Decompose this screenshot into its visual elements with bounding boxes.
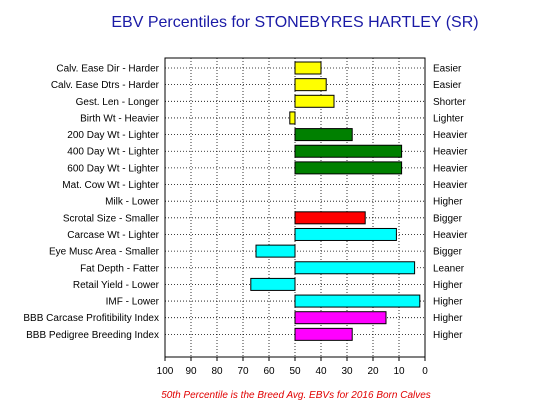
trait-label-right: Lighter	[433, 113, 464, 124]
trait-label-left: Scrotal Size - Smaller	[63, 213, 160, 224]
trait-label-left: Fat Depth - Fatter	[80, 263, 160, 274]
trait-label-right: Bigger	[433, 213, 463, 224]
x-tick-label: 90	[185, 366, 197, 377]
x-tick-label: 100	[157, 366, 174, 377]
bar	[294, 94, 335, 108]
bar	[294, 61, 322, 75]
x-tick-label: 10	[393, 366, 405, 377]
trait-label-right: Higher	[433, 330, 463, 341]
trait-label-right: Higher	[433, 313, 463, 324]
trait-label-left: IMF - Lower	[106, 297, 160, 308]
trait-label-left: Eye Musc Area - Smaller	[49, 247, 160, 258]
bar	[250, 277, 296, 291]
x-tick-label: 20	[367, 366, 379, 377]
x-tick-label: 30	[341, 366, 353, 377]
x-tick-label: 80	[211, 366, 223, 377]
bar	[294, 78, 327, 92]
bar	[294, 128, 353, 142]
trait-label-left: Calv. Ease Dtrs - Harder	[51, 80, 160, 91]
bar	[294, 311, 387, 325]
trait-label-left: Milk - Lower	[105, 197, 160, 208]
trait-label-right: Heavier	[433, 130, 468, 141]
trait-label-right: Heavier	[433, 180, 468, 191]
trait-label-left: Carcase Wt - Lighter	[67, 230, 159, 241]
trait-label-left: Calv. Ease Dir - Harder	[56, 64, 159, 75]
chart-footnote: 50th Percentile is the Breed Avg. EBVs f…	[161, 390, 431, 401]
left-trait-labels: Calv. Ease Dir - Harder Calv. Ease Dtrs -…	[23, 64, 159, 341]
right-trait-labels: Easier Easier Shorter Lighter Heavier Heavier…	[433, 64, 468, 341]
trait-label-left: 600 Day Wt - Lighter	[67, 163, 159, 174]
bar	[294, 294, 421, 308]
trait-label-right: Easier	[433, 80, 462, 91]
bar	[255, 244, 296, 258]
trait-label-right: Shorter	[433, 97, 466, 108]
bar	[294, 211, 366, 225]
trait-label-right: Heavier	[433, 163, 468, 174]
bar	[289, 111, 296, 125]
x-tick-label: 50	[289, 366, 301, 377]
bar	[294, 227, 397, 241]
trait-label-right: Bigger	[433, 247, 463, 258]
bar-layer	[250, 61, 421, 341]
bar	[294, 144, 403, 158]
x-tick-label: 0	[422, 366, 428, 377]
trait-label-left: BBB Carcase Profitibility Index	[23, 313, 159, 324]
bar	[294, 327, 353, 341]
chart-title: EBV Percentiles for STONEBYRES HARTLEY (…	[111, 14, 478, 31]
trait-label-left: Gest. Len - Longer	[76, 97, 160, 108]
trait-label-left: BBB Pedigree Breeding Index	[26, 330, 159, 341]
trait-label-left: Mat. Cow Wt - Lighter	[62, 180, 159, 191]
trait-label-left: 400 Day Wt - Lighter	[67, 147, 159, 158]
trait-label-left: 200 Day Wt - Lighter	[67, 130, 159, 141]
trait-label-right: Heavier	[433, 230, 468, 241]
x-tick-label: 40	[315, 366, 327, 377]
bar	[294, 261, 416, 275]
x-tick-label: 60	[263, 366, 275, 377]
trait-label-right: Higher	[433, 280, 463, 291]
trait-label-right: Heavier	[433, 147, 468, 158]
x-tick-label: 70	[237, 366, 249, 377]
trait-label-right: Easier	[433, 64, 462, 75]
trait-label-right: Higher	[433, 297, 463, 308]
trait-label-left: Birth Wt - Heavier	[80, 113, 160, 124]
bar	[294, 161, 403, 175]
trait-label-right: Higher	[433, 197, 463, 208]
trait-label-left: Retail Yield - Lower	[73, 280, 160, 291]
trait-label-right: Leaner	[433, 263, 465, 274]
x-axis-ticks: 100 90 80 70 60 50 40 30 20 10 0	[157, 366, 429, 377]
